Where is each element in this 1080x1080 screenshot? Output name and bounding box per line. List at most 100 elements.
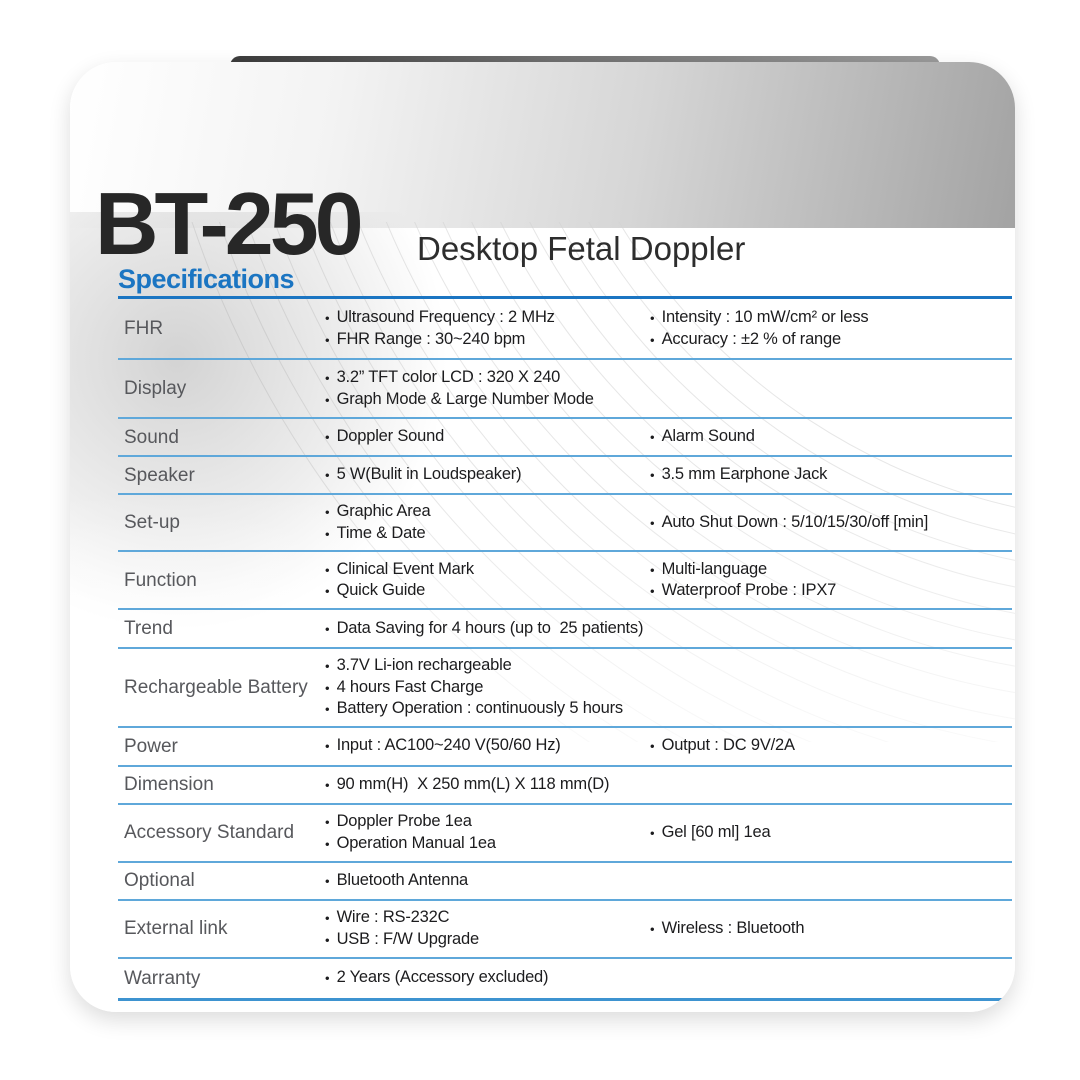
bullet-icon: • — [325, 583, 330, 599]
spec-item: • Waterproof Probe : IPX7 — [650, 580, 1012, 602]
spec-row-label: Power — [124, 735, 178, 757]
spec-item-text: Multi-language — [661, 559, 768, 578]
bullet-icon: • — [650, 583, 655, 599]
spec-item: • Gel [60 ml] 1ea — [650, 822, 1012, 844]
bullet-icon: • — [650, 738, 655, 754]
bullet-icon: • — [325, 562, 330, 577]
spec-row-label: Set-up — [124, 512, 180, 533]
spec-row-col2: • Output : DC 9V/2A — [650, 728, 1012, 765]
spec-row-label: Display — [124, 378, 187, 399]
spec-item: • Multi-language — [650, 559, 1012, 581]
spec-item: • Output : DC 9V/2A — [650, 735, 1012, 757]
spec-item: • 90 mm(H) X 250 mm(L) X 118 mm(D) — [325, 774, 650, 796]
spec-table-row: Display • 3.2” TFT color LCD : 320 X 240 •… — [118, 360, 1012, 419]
spec-item-text: Input : AC100~240 V(50/60 Hz) — [336, 736, 561, 755]
spec-table-row: Power • Input : AC100~240 V(50/60 Hz) • Ou… — [118, 728, 1012, 767]
product-subtitle: Desktop Fetal Doppler — [417, 230, 746, 267]
spec-item-text: Doppler Sound — [336, 427, 445, 446]
spec-item: • Doppler Probe 1ea — [325, 811, 650, 833]
spec-row-col1: • Data Saving for 4 hours (up to 25 patie… — [325, 610, 650, 647]
bullet-icon: • — [325, 370, 330, 386]
spec-item-text: Doppler Probe 1ea — [336, 812, 472, 830]
bullet-icon: • — [325, 777, 330, 793]
bullet-icon: • — [325, 526, 330, 541]
bullet-icon: • — [325, 701, 330, 717]
spec-table-row: Sound • Doppler Sound • Alarm Sound — [118, 419, 1012, 457]
spec-table-row: Dimension • 90 mm(H) X 250 mm(L) X 118 mm… — [118, 767, 1012, 805]
spec-row-col1: • Clinical Event Mark • Quick Guide — [325, 552, 650, 608]
spec-item: • Intensity : 10 mW/cm² or less — [650, 307, 1012, 329]
spec-row-col2: • Auto Shut Down : 5/10/15/30/off [min] — [650, 495, 1012, 550]
spec-item: • Doppler Sound — [325, 426, 650, 448]
spec-table-row: Accessory Standard • Doppler Probe 1ea • Op… — [118, 805, 1012, 863]
bullet-icon: • — [650, 332, 655, 347]
spec-table-row: Speaker • 5 W(Bulit in Loudspeaker) • 3.5 … — [118, 457, 1012, 495]
bullet-icon: • — [325, 392, 330, 407]
spec-table-row: Rechargeable Battery • 3.7V Li-ion rechar… — [118, 649, 1012, 728]
spec-table: FHR • Ultrasound Frequency : 2 MHz • FHR Ra… — [118, 296, 1012, 1001]
spec-item-text: Waterproof Probe : IPX7 — [661, 581, 837, 599]
spec-item: • Bluetooth Antenna — [325, 870, 650, 892]
spec-item: • Time & Date — [325, 523, 650, 545]
bullet-icon: • — [325, 873, 330, 889]
spec-item: • Graphic Area — [325, 501, 650, 523]
spec-item-text: Data Saving for 4 hours (up to 25 patien… — [336, 618, 644, 637]
spec-item: • 4 hours Fast Charge — [325, 677, 650, 699]
spec-row-col2: • Intensity : 10 mW/cm² or less • Accuracy … — [650, 299, 1012, 358]
spec-item-text: Graph Mode & Large Number Mode — [336, 389, 594, 408]
spec-item: • USB : F/W Upgrade — [325, 929, 650, 951]
spec-row-label: Function — [124, 569, 197, 591]
spec-row-label: External link — [124, 918, 228, 939]
spec-row-label: Trend — [124, 618, 173, 639]
spec-item-text: Wire : RS-232C — [336, 908, 450, 926]
spec-row-col2 — [650, 610, 1012, 647]
spec-row-col2 — [650, 959, 1012, 998]
spec-item-text: Bluetooth Antenna — [336, 870, 469, 889]
spec-item-text: Operation Manual 1ea — [336, 833, 496, 852]
bullet-icon: • — [325, 621, 330, 637]
spec-row-col1: • Ultrasound Frequency : 2 MHz • FHR Range … — [325, 299, 650, 358]
bullet-icon: • — [325, 836, 330, 851]
spec-item: • FHR Range : 30~240 bpm — [325, 329, 650, 351]
bullet-icon: • — [650, 429, 655, 445]
spec-row-label: Accessory Standard — [124, 822, 295, 843]
spec-table-row: FHR • Ultrasound Frequency : 2 MHz • FHR Ra… — [118, 299, 1012, 360]
spec-row-label: Sound — [124, 426, 179, 448]
bullet-icon: • — [650, 921, 655, 937]
spec-item-text: Auto Shut Down : 5/10/15/30/off [min] — [661, 512, 929, 531]
bullet-icon: • — [325, 932, 330, 947]
bullet-icon: • — [325, 658, 330, 674]
bullet-icon: • — [325, 814, 330, 830]
spec-row-col1: • 3.7V Li-ion rechargeable • 4 hours Fast C… — [325, 649, 650, 726]
spec-table-row: Function • Clinical Event Mark • Quick Guid… — [118, 552, 1012, 610]
spec-row-col1: • Wire : RS-232C • USB : F/W Upgrade — [325, 901, 650, 957]
spec-item-text: FHR Range : 30~240 bpm — [336, 329, 526, 348]
spec-item: • Input : AC100~240 V(50/60 Hz) — [325, 735, 650, 757]
spec-item: • 3.5 mm Earphone Jack — [650, 464, 1012, 486]
spec-row-label: Warranty — [124, 967, 201, 989]
spec-table-row: External link • Wire : RS-232C • USB : F/W … — [118, 901, 1012, 959]
bullet-icon: • — [325, 970, 330, 986]
spec-item: • 3.7V Li-ion rechargeable — [325, 655, 650, 677]
spec-item-text: Intensity : 10 mW/cm² or less — [661, 308, 869, 326]
spec-table-row: Optional • Bluetooth Antenna — [118, 863, 1012, 901]
spec-row-col2 — [650, 649, 1012, 726]
spec-item-text: Battery Operation : continuously 5 hours — [336, 699, 624, 717]
spec-row-label: Optional — [124, 870, 195, 891]
spec-item-text: Graphic Area — [336, 502, 431, 520]
spec-item-text: 3.5 mm Earphone Jack — [661, 465, 828, 484]
card-header — [70, 62, 1015, 228]
spec-row-col1: • 5 W(Bulit in Loudspeaker) — [325, 457, 650, 493]
spec-item: • Wire : RS-232C — [325, 907, 650, 929]
bullet-icon: • — [650, 467, 655, 483]
bullet-icon: • — [325, 332, 330, 347]
spec-item-text: 4 hours Fast Charge — [336, 677, 484, 696]
bullet-icon: • — [325, 680, 330, 695]
spec-row-col1: • Bluetooth Antenna — [325, 863, 650, 899]
spec-item: • Ultrasound Frequency : 2 MHz — [325, 307, 650, 329]
spec-item-text: Alarm Sound — [661, 427, 755, 446]
spec-item: • Battery Operation : continuously 5 hour… — [325, 698, 650, 720]
spec-row-col1: • 90 mm(H) X 250 mm(L) X 118 mm(D) — [325, 767, 650, 803]
spec-item-text: USB : F/W Upgrade — [336, 929, 480, 948]
bullet-icon: • — [325, 310, 330, 326]
